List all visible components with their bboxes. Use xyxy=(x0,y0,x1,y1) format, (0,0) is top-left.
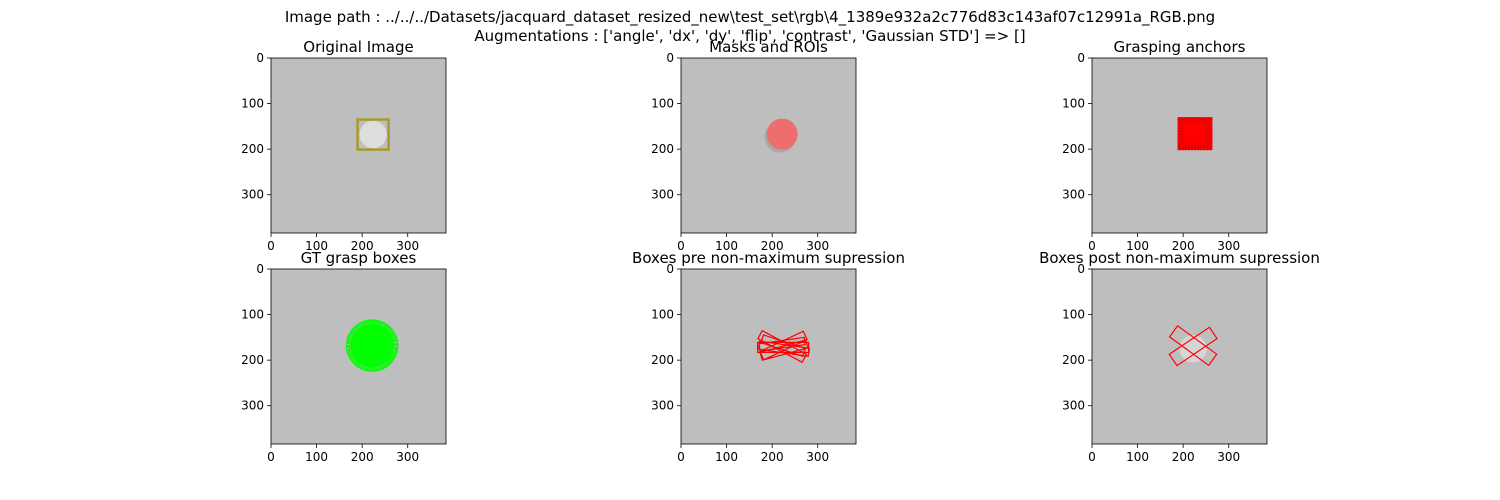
gt-grasp-box xyxy=(345,338,399,353)
panel-overlay xyxy=(1177,116,1213,151)
grasp-box xyxy=(756,341,810,353)
y-tick-label: 100 xyxy=(1062,308,1085,322)
panel-overlay xyxy=(356,118,390,151)
y-tick-label: 100 xyxy=(651,308,674,322)
panel-overlay xyxy=(1168,324,1218,367)
axes-frame xyxy=(270,57,447,234)
x-tick-label: 200 xyxy=(1172,450,1195,464)
y-tick-label: 200 xyxy=(651,353,674,367)
x-tick-label: 100 xyxy=(715,239,738,253)
grasp-box xyxy=(759,330,808,361)
roi-box xyxy=(356,118,390,151)
panel-title: GT grasp boxes xyxy=(301,249,417,267)
x-tick-label: 200 xyxy=(761,239,784,253)
anchor-outline xyxy=(1181,120,1209,147)
y-tick-label: 0 xyxy=(666,51,674,65)
anchor-outline xyxy=(1182,121,1208,146)
y-tick-label: 0 xyxy=(256,262,264,276)
x-tick-label: 0 xyxy=(267,450,275,464)
axes-frame xyxy=(1091,268,1268,445)
x-tick-label: 300 xyxy=(396,450,419,464)
x-tick-label: 0 xyxy=(677,450,685,464)
panel-title: Boxes pre non-maximum supression xyxy=(632,249,905,267)
y-tick-label: 100 xyxy=(651,97,674,111)
object-disc xyxy=(359,120,387,149)
y-tick-label: 300 xyxy=(651,188,674,202)
y-tick-label: 0 xyxy=(666,262,674,276)
y-tick-label: 200 xyxy=(241,142,264,156)
axes-frame xyxy=(680,268,857,445)
y-tick-label: 200 xyxy=(1062,353,1085,367)
panel-title: Boxes post non-maximum supression xyxy=(1039,249,1320,267)
y-tick-label: 100 xyxy=(241,308,264,322)
panel-3: 0 100 200 300 0 100 200 300 Grasping anchors xyxy=(1062,38,1268,253)
grasp-box xyxy=(758,336,806,352)
panel-image xyxy=(1092,269,1267,444)
panel-overlay xyxy=(756,329,811,364)
x-tick-label: 100 xyxy=(305,450,328,464)
y-tick-label: 200 xyxy=(1062,142,1085,156)
y-tick-label: 200 xyxy=(241,353,264,367)
y-tick-label: 300 xyxy=(1062,188,1085,202)
x-tick-label: 100 xyxy=(1126,239,1149,253)
panel-image xyxy=(681,269,856,444)
x-tick-label: 200 xyxy=(351,450,374,464)
y-tick-label: 0 xyxy=(256,51,264,65)
y-tick-label: 0 xyxy=(1077,262,1085,276)
anchor-outline xyxy=(1183,122,1207,145)
x-tick-label: 0 xyxy=(1088,450,1096,464)
x-tick-label: 200 xyxy=(1172,239,1195,253)
y-tick-label: 0 xyxy=(1077,51,1085,65)
panel-overlay xyxy=(345,319,399,372)
grasp-box xyxy=(1168,324,1218,367)
y-tick-label: 200 xyxy=(651,142,674,156)
panel-title: Original Image xyxy=(303,38,413,56)
y-tick-label: 300 xyxy=(241,399,264,413)
panels: 0 100 200 300 0 100 200 300 Original Image 0 100 20… xyxy=(241,38,1320,464)
anchor-outline xyxy=(1177,116,1213,151)
x-tick-label: 300 xyxy=(806,450,829,464)
x-tick-label: 100 xyxy=(1126,450,1149,464)
y-tick-label: 100 xyxy=(1062,97,1085,111)
panel-overlay xyxy=(764,118,798,153)
y-tick-label: 300 xyxy=(651,399,674,413)
x-tick-label: 300 xyxy=(1217,239,1240,253)
panel-6: 0 100 200 300 0 100 200 300 Boxes post non-maxim… xyxy=(1039,249,1320,464)
axes-frame xyxy=(1091,57,1268,234)
panel-title: Masks and ROIs xyxy=(709,38,828,56)
panel-5: 0 100 200 300 0 100 200 300 Boxes pre non-maximu… xyxy=(632,249,905,464)
y-tick-label: 300 xyxy=(1062,399,1085,413)
figure-suptitle-line1: Image path : ../../../Datasets/jacquard_… xyxy=(285,8,1215,27)
x-tick-label: 300 xyxy=(1217,450,1240,464)
x-tick-label: 0 xyxy=(677,239,685,253)
anchor-outline xyxy=(1178,118,1212,150)
x-tick-label: 300 xyxy=(806,239,829,253)
y-tick-label: 300 xyxy=(241,188,264,202)
x-tick-label: 300 xyxy=(396,239,419,253)
object-mask xyxy=(766,118,798,150)
x-tick-label: 100 xyxy=(305,239,328,253)
anchor-outline xyxy=(1179,119,1211,148)
panel-1: 0 100 200 300 0 100 200 300 Original Image xyxy=(241,38,447,253)
x-tick-label: 200 xyxy=(761,450,784,464)
x-tick-label: 100 xyxy=(715,450,738,464)
panel-2: 0 100 200 300 0 100 200 300 Masks and ROIs xyxy=(651,38,857,253)
panel-4: 0 100 200 300 0 100 200 300 GT grasp boxes xyxy=(241,249,447,464)
y-tick-label: 100 xyxy=(241,97,264,111)
axes-frame xyxy=(680,57,857,234)
gt-grasp-box xyxy=(346,342,398,349)
figure-suptitle-line2: Augmentations : ['angle', 'dx', 'dy', 'f… xyxy=(474,27,1025,45)
x-tick-label: 0 xyxy=(1088,239,1096,253)
axes-frame xyxy=(270,268,447,445)
panel-title: Grasping anchors xyxy=(1114,38,1246,56)
grasp-box xyxy=(759,339,809,361)
x-tick-label: 0 xyxy=(267,239,275,253)
x-tick-label: 200 xyxy=(351,239,374,253)
grasp-box xyxy=(1168,326,1218,367)
